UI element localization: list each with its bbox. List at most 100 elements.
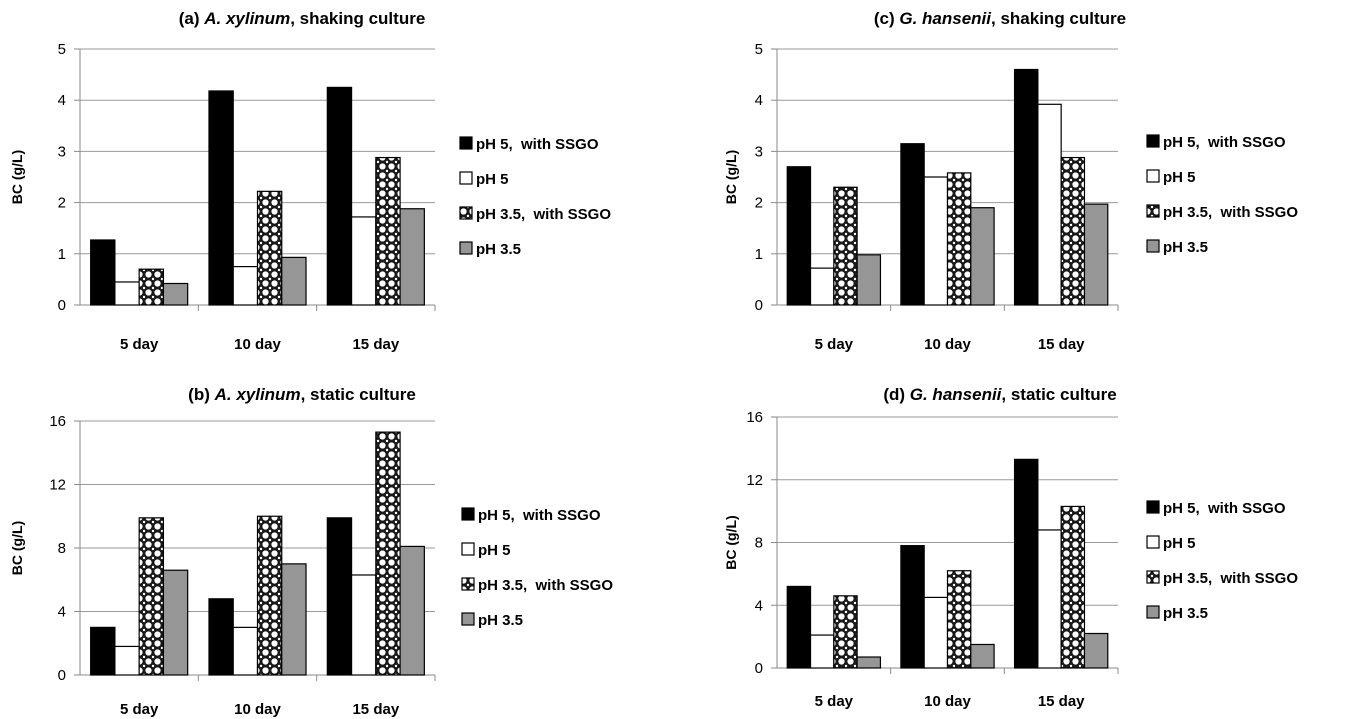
x-category-label: 5 day bbox=[120, 701, 159, 718]
bar-gray bbox=[1083, 632, 1109, 669]
legend: pH 5, with SSGO pH 5 pH 3.5, with SSGO pH 3… bbox=[461, 507, 613, 629]
bar-black bbox=[786, 166, 812, 306]
legend-swatch bbox=[1146, 169, 1160, 183]
bar-dots bbox=[138, 517, 165, 676]
legend-label: pH 5 bbox=[476, 171, 509, 188]
bar-white bbox=[232, 266, 259, 306]
bar-gray bbox=[162, 282, 189, 306]
bar-black bbox=[326, 517, 353, 676]
bar-dots bbox=[256, 190, 283, 306]
legend-swatch bbox=[1146, 570, 1160, 584]
y-axis-label: BC (g/L) bbox=[9, 521, 25, 575]
legend-swatch bbox=[461, 507, 475, 521]
bar-black bbox=[326, 86, 353, 306]
legend: pH 5, with SSGO pH 5 pH 3.5, with SSGO pH 3… bbox=[1146, 500, 1298, 622]
legend-label: pH 3.5 bbox=[1163, 239, 1208, 256]
legend-label: pH 5 bbox=[1163, 169, 1196, 186]
x-category-label: 10 day bbox=[234, 336, 281, 353]
legend-swatch bbox=[1146, 239, 1160, 253]
y-tick-label: 1 bbox=[58, 246, 66, 263]
legend-swatch bbox=[459, 241, 473, 255]
chart-title: (a) A. xylinum, shaking culture bbox=[179, 9, 426, 28]
legend-label: pH 3.5 bbox=[1163, 605, 1208, 622]
legend-swatch bbox=[459, 136, 473, 150]
chart-panel-d: (d) G. hansenii, static culture 0 4 8 12 16 BC… bbox=[723, 385, 1298, 710]
x-category-label: 15 day bbox=[352, 701, 399, 718]
bar-white bbox=[809, 267, 835, 306]
chart-panel-b: (b) A. xylinum, static culture 0 4 8 12 16 BC … bbox=[9, 385, 613, 718]
y-tick-label: 12 bbox=[746, 472, 763, 489]
legend-label: pH 5, with SSGO bbox=[476, 136, 599, 153]
bar-white bbox=[923, 176, 949, 306]
y-tick-label: 1 bbox=[755, 246, 763, 263]
y-tick-label: 16 bbox=[746, 409, 763, 426]
y-tick-label: 0 bbox=[58, 667, 66, 684]
bar-dots bbox=[256, 515, 283, 676]
bar-dots bbox=[833, 595, 858, 669]
chart-title-prefix: (c) bbox=[874, 9, 900, 28]
bar-white bbox=[809, 634, 835, 669]
y-tick-label: 12 bbox=[49, 477, 66, 494]
chart-title-prefix: (d) bbox=[883, 385, 909, 404]
chart-title-species: G. hansenii bbox=[910, 385, 1003, 404]
y-axis-label: BC (g/L) bbox=[723, 150, 739, 204]
legend: pH 5, with SSGO pH 5 pH 3.5, with SSGO pH 3… bbox=[1146, 134, 1298, 256]
chart-title: (d) G. hansenii, static culture bbox=[883, 385, 1116, 404]
y-tick-label: 0 bbox=[58, 297, 66, 314]
legend-swatch bbox=[461, 542, 475, 556]
chart-panel-a: (a) A. xylinum, shaking culture 0 1 2 3 4 5 BC … bbox=[9, 9, 611, 353]
legend-label: pH 3.5, with SSGO bbox=[1163, 570, 1298, 587]
legend-label: pH 3.5 bbox=[476, 241, 521, 258]
legend: pH 5, with SSGO pH 5 pH 3.5, with SSGO pH 3… bbox=[459, 136, 611, 258]
y-tick-label: 0 bbox=[755, 660, 763, 677]
y-tick-label: 3 bbox=[58, 143, 66, 160]
bar-gray bbox=[281, 563, 307, 676]
legend-label: pH 5 bbox=[1163, 535, 1196, 552]
bar-white bbox=[1037, 529, 1062, 669]
chart-title-species: A. xylinum bbox=[214, 385, 301, 404]
legend-swatch bbox=[459, 171, 473, 185]
bar-black bbox=[208, 90, 234, 306]
legend-swatch bbox=[1146, 500, 1160, 514]
y-tick-label: 2 bbox=[58, 195, 66, 212]
y-axis-label: BC (g/L) bbox=[9, 150, 25, 204]
y-tick-label: 4 bbox=[58, 604, 66, 621]
chart-title-suffix: , static culture bbox=[301, 385, 416, 404]
chart-title-suffix: , shaking culture bbox=[991, 9, 1126, 28]
legend-label: pH 5, with SSGO bbox=[1163, 134, 1286, 151]
legend-swatch bbox=[461, 577, 475, 591]
legend-label: pH 5, with SSGO bbox=[1163, 500, 1286, 517]
bar-black bbox=[786, 585, 812, 669]
y-tick-label: 5 bbox=[755, 41, 763, 58]
bar-gray bbox=[1083, 203, 1109, 306]
bar-black bbox=[900, 143, 925, 306]
legend-swatch bbox=[1146, 605, 1160, 619]
x-category-label: 15 day bbox=[352, 336, 399, 353]
bar-gray bbox=[281, 256, 307, 306]
bar-gray bbox=[162, 569, 189, 676]
bar-white bbox=[350, 216, 377, 306]
y-tick-label: 0 bbox=[755, 297, 763, 314]
chart-title-species: A. xylinum bbox=[203, 9, 290, 28]
y-tick-label: 5 bbox=[58, 41, 66, 58]
legend-label: pH 3.5 bbox=[478, 612, 523, 629]
bar-dots bbox=[946, 172, 972, 306]
bar-black bbox=[1013, 458, 1039, 669]
y-tick-label: 4 bbox=[755, 92, 763, 109]
legend-swatch bbox=[1146, 535, 1160, 549]
bar-white bbox=[114, 645, 140, 676]
bar-gray bbox=[399, 208, 425, 306]
legend-swatch bbox=[461, 612, 475, 626]
legend-swatch bbox=[459, 206, 473, 220]
legend-label: pH 5, with SSGO bbox=[478, 507, 601, 524]
bar-gray bbox=[856, 254, 882, 306]
bar-dots bbox=[1060, 156, 1086, 306]
y-tick-label: 8 bbox=[58, 540, 66, 557]
bar-gray bbox=[399, 545, 425, 676]
bar-white bbox=[350, 574, 377, 676]
chart-title: (c) G. hansenii, shaking culture bbox=[874, 9, 1126, 28]
bar-white bbox=[923, 596, 949, 669]
bar-black bbox=[208, 598, 234, 676]
chart-title-suffix: , shaking culture bbox=[290, 9, 425, 28]
